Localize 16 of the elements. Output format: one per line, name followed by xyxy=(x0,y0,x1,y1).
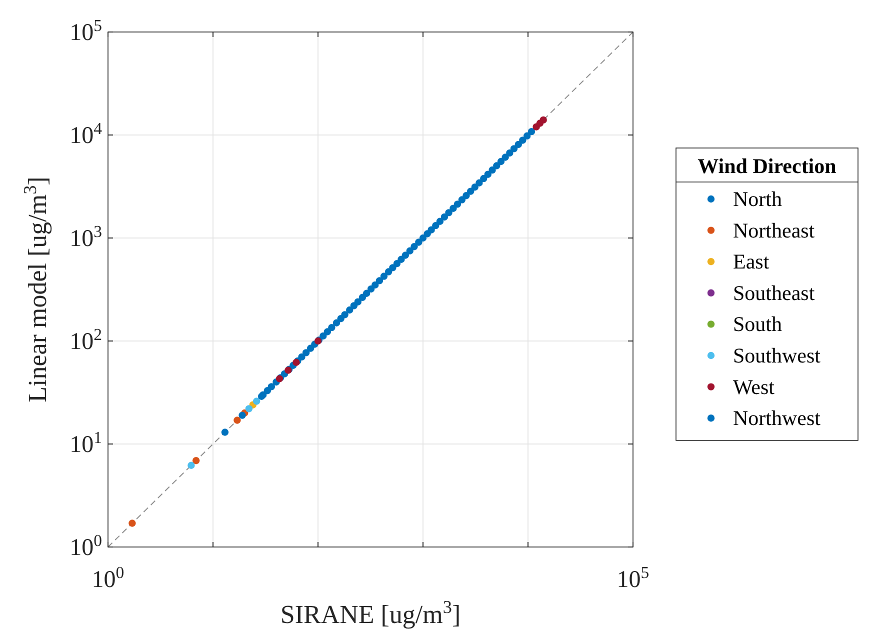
legend-label: West xyxy=(733,374,775,399)
legend-label: South xyxy=(733,312,783,336)
y-tick-label: 10$^{4}$ xyxy=(70,118,103,149)
legend-label: East xyxy=(733,250,770,274)
legend-title: Wind Direction xyxy=(698,154,837,178)
y-tick-label: 10$^{0}$ xyxy=(70,530,102,561)
legend-label: Northeast xyxy=(733,218,815,242)
y-tick-label: 10$^{1}$ xyxy=(70,428,102,458)
y-tick-label: 10$^{5}$ xyxy=(70,16,102,46)
legend-label: Northwest xyxy=(733,406,821,430)
legend-label: Southeast xyxy=(733,280,815,305)
x-axis-title: SIRANE [ug/m$^{3}$] xyxy=(280,597,461,629)
legend-label: Southwest xyxy=(733,344,821,368)
legend-label: North xyxy=(733,187,782,211)
y-tick-label: 10$^{3}$ xyxy=(70,222,102,252)
y-tick-label: 10$^{2}$ xyxy=(70,324,102,355)
